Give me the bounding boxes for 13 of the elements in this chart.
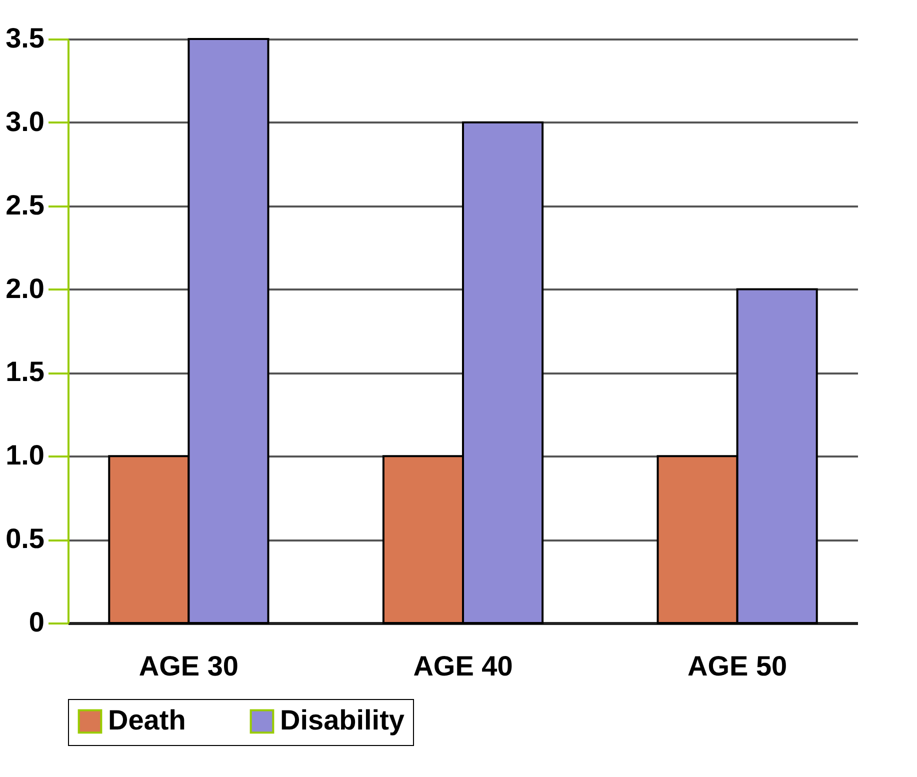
y-tick-label: 1.0 <box>6 440 44 471</box>
y-tick-label: 0 <box>28 606 44 638</box>
x-tick-label: AGE 50 <box>688 650 788 682</box>
x-tick-label: AGE 40 <box>413 650 513 682</box>
y-tick-label: 3.5 <box>6 22 44 54</box>
x-tick-label: AGE 30 <box>138 650 238 682</box>
legend-label: Death <box>108 704 186 736</box>
y-tick-label: 3.0 <box>6 106 44 137</box>
y-tick-label: 0.5 <box>6 523 44 554</box>
y-tick-label: 1.5 <box>6 356 44 388</box>
legend-label: Disability <box>280 704 405 736</box>
y-tick-label: 2.5 <box>6 189 44 220</box>
y-tick-label: 2.0 <box>6 272 44 304</box>
